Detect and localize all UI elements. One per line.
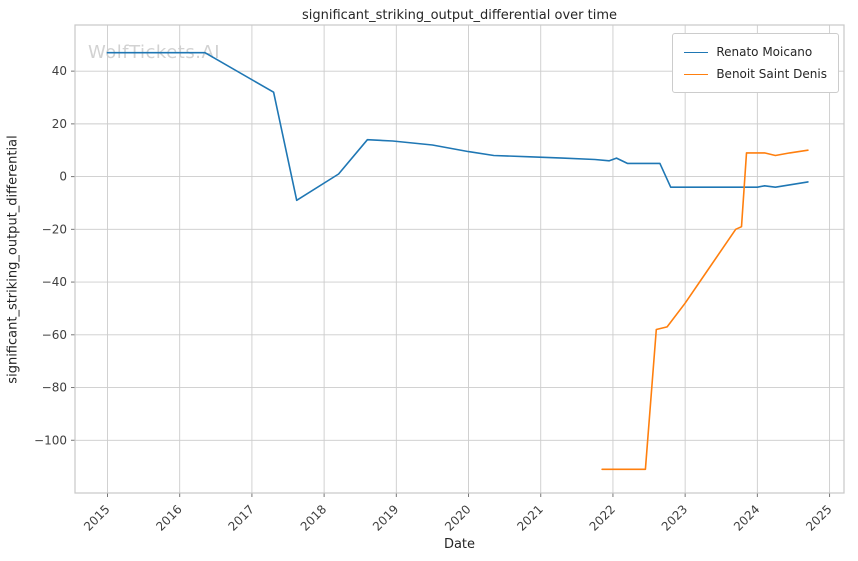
series-line-renato-moicano [106,51,809,202]
x-axis-label: Date [443,537,476,552]
legend-line-renato-moicano [684,51,709,53]
y-tick-label: −60 [42,328,67,342]
x-tick-label: 2018 [298,502,329,533]
x-tick-label: 2017 [226,502,257,533]
legend: Renato Moicano Benoit Saint Denis [672,33,839,94]
y-tick-label: −40 [42,275,67,289]
legend-line-benoit-saint-denis [684,73,709,75]
x-tick-label: 2020 [442,502,473,533]
legend-label-renato-moicano: Renato Moicano [716,45,813,59]
legend-label-benoit-saint-denis: Benoit Saint Denis [716,67,827,82]
x-tick-label: 2019 [370,502,401,533]
x-tick-label: 2025 [803,502,834,533]
x-tick-label: 2021 [514,502,545,533]
series-line-benoit-saint-denis [601,149,809,471]
y-tick-label: −80 [42,381,67,395]
plot-border [74,24,845,494]
y-tick-label: 40 [52,64,67,78]
legend-item-renato-moicano: Renato Moicano [684,41,827,63]
x-tick-label: 2023 [659,502,690,533]
y-tick-label: −100 [34,433,67,447]
x-tick-label: 2016 [153,502,184,533]
y-axis-label: significant_striking_output_differential [5,135,21,384]
chart-title: significant_striking_output_differential… [302,8,617,23]
legend-item-benoit-saint-denis: Benoit Saint Denis [684,63,827,85]
x-tick-label: 2024 [731,502,762,533]
y-tick-label: −20 [42,222,67,236]
x-tick-label: 2022 [587,502,618,533]
y-tick-label: 0 [59,170,67,184]
x-tick-label: 2015 [81,502,112,533]
y-tick-label: 20 [52,117,67,131]
